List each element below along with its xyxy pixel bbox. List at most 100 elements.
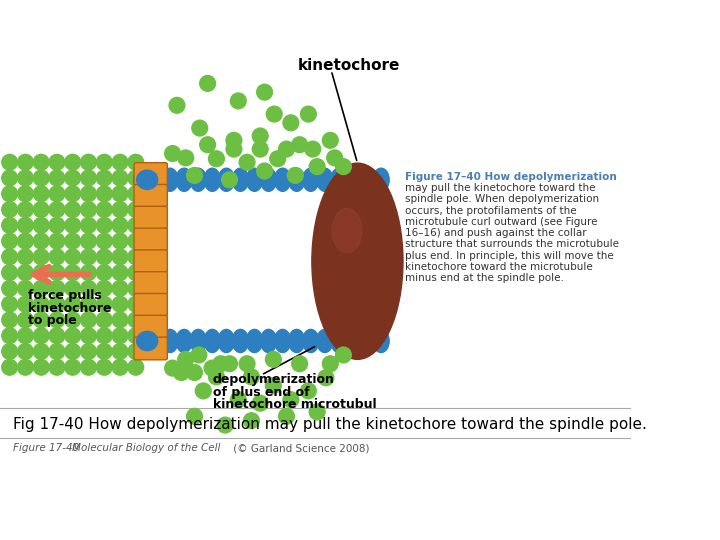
Circle shape bbox=[222, 172, 238, 187]
Ellipse shape bbox=[134, 329, 150, 353]
Ellipse shape bbox=[330, 329, 347, 353]
Circle shape bbox=[65, 170, 81, 186]
Ellipse shape bbox=[312, 163, 403, 359]
Ellipse shape bbox=[162, 329, 178, 353]
Circle shape bbox=[1, 249, 17, 265]
Circle shape bbox=[33, 249, 49, 265]
Circle shape bbox=[81, 201, 96, 218]
Circle shape bbox=[1, 154, 17, 170]
Text: Molecular Biology of the Cell: Molecular Biology of the Cell bbox=[72, 443, 220, 454]
Circle shape bbox=[33, 233, 49, 249]
Circle shape bbox=[199, 137, 215, 153]
Circle shape bbox=[112, 233, 128, 249]
Circle shape bbox=[112, 170, 128, 186]
Circle shape bbox=[279, 141, 294, 157]
Ellipse shape bbox=[137, 170, 158, 190]
Circle shape bbox=[318, 370, 334, 386]
Circle shape bbox=[270, 151, 286, 167]
Circle shape bbox=[81, 249, 96, 265]
Circle shape bbox=[1, 359, 17, 375]
Circle shape bbox=[257, 84, 272, 100]
Circle shape bbox=[112, 296, 128, 312]
Circle shape bbox=[279, 408, 294, 424]
Circle shape bbox=[49, 233, 65, 249]
Circle shape bbox=[96, 343, 112, 359]
Circle shape bbox=[65, 312, 81, 328]
Ellipse shape bbox=[274, 168, 291, 191]
Circle shape bbox=[1, 170, 17, 186]
Ellipse shape bbox=[148, 329, 164, 353]
Text: occurs, the protofilaments of the: occurs, the protofilaments of the bbox=[405, 206, 577, 215]
Circle shape bbox=[17, 296, 33, 312]
Circle shape bbox=[49, 359, 65, 375]
Circle shape bbox=[222, 356, 238, 372]
Ellipse shape bbox=[190, 329, 207, 353]
Circle shape bbox=[96, 186, 112, 201]
Text: plus end. In principle, this will move the: plus end. In principle, this will move t… bbox=[405, 251, 613, 261]
Text: microtubule curl outward (see Figure: microtubule curl outward (see Figure bbox=[405, 217, 598, 227]
Circle shape bbox=[49, 201, 65, 218]
Circle shape bbox=[33, 170, 49, 186]
Ellipse shape bbox=[246, 168, 263, 191]
Circle shape bbox=[292, 356, 307, 372]
Circle shape bbox=[226, 141, 242, 157]
Circle shape bbox=[239, 154, 255, 170]
Circle shape bbox=[81, 186, 96, 201]
Circle shape bbox=[49, 249, 65, 265]
Ellipse shape bbox=[261, 168, 276, 191]
Ellipse shape bbox=[373, 168, 390, 191]
Circle shape bbox=[49, 280, 65, 296]
Circle shape bbox=[65, 218, 81, 233]
Circle shape bbox=[243, 413, 259, 429]
Circle shape bbox=[1, 218, 17, 233]
Text: Fig 17-40 How depolymerization may pull the kinetochore toward the spindle pole.: Fig 17-40 How depolymerization may pull … bbox=[13, 417, 647, 432]
Circle shape bbox=[1, 296, 17, 312]
Circle shape bbox=[128, 201, 144, 218]
Circle shape bbox=[192, 120, 207, 136]
Circle shape bbox=[112, 201, 128, 218]
Circle shape bbox=[128, 280, 144, 296]
Circle shape bbox=[81, 280, 96, 296]
Circle shape bbox=[65, 186, 81, 201]
Text: of plus end of: of plus end of bbox=[213, 386, 310, 399]
Circle shape bbox=[96, 249, 112, 265]
Text: (© Garland Science 2008): (© Garland Science 2008) bbox=[230, 443, 369, 454]
FancyBboxPatch shape bbox=[134, 228, 167, 251]
Circle shape bbox=[165, 360, 181, 376]
Text: depolymerization: depolymerization bbox=[213, 373, 335, 387]
Ellipse shape bbox=[289, 168, 305, 191]
Circle shape bbox=[96, 265, 112, 280]
FancyBboxPatch shape bbox=[134, 185, 167, 207]
Circle shape bbox=[1, 312, 17, 328]
Text: structure that surrounds the microtubule: structure that surrounds the microtubule bbox=[405, 239, 618, 249]
Circle shape bbox=[128, 154, 144, 170]
Circle shape bbox=[323, 132, 338, 148]
Circle shape bbox=[112, 343, 128, 359]
Ellipse shape bbox=[218, 329, 235, 353]
FancyBboxPatch shape bbox=[134, 250, 167, 273]
Circle shape bbox=[327, 150, 343, 166]
Circle shape bbox=[49, 265, 65, 280]
Circle shape bbox=[17, 328, 33, 343]
Circle shape bbox=[266, 378, 282, 394]
Circle shape bbox=[323, 356, 338, 372]
Ellipse shape bbox=[373, 329, 390, 353]
Circle shape bbox=[33, 359, 49, 375]
Circle shape bbox=[226, 132, 242, 148]
Text: 16–16) and push against the collar: 16–16) and push against the collar bbox=[405, 228, 586, 238]
Circle shape bbox=[112, 218, 128, 233]
Circle shape bbox=[204, 360, 220, 376]
Circle shape bbox=[1, 201, 17, 218]
Circle shape bbox=[81, 170, 96, 186]
Circle shape bbox=[1, 233, 17, 249]
Circle shape bbox=[17, 280, 33, 296]
Circle shape bbox=[169, 97, 185, 113]
Circle shape bbox=[96, 218, 112, 233]
Circle shape bbox=[65, 201, 81, 218]
Ellipse shape bbox=[204, 168, 220, 191]
Ellipse shape bbox=[162, 168, 178, 191]
Circle shape bbox=[81, 218, 96, 233]
Ellipse shape bbox=[345, 168, 361, 191]
Circle shape bbox=[96, 233, 112, 249]
Circle shape bbox=[65, 265, 81, 280]
